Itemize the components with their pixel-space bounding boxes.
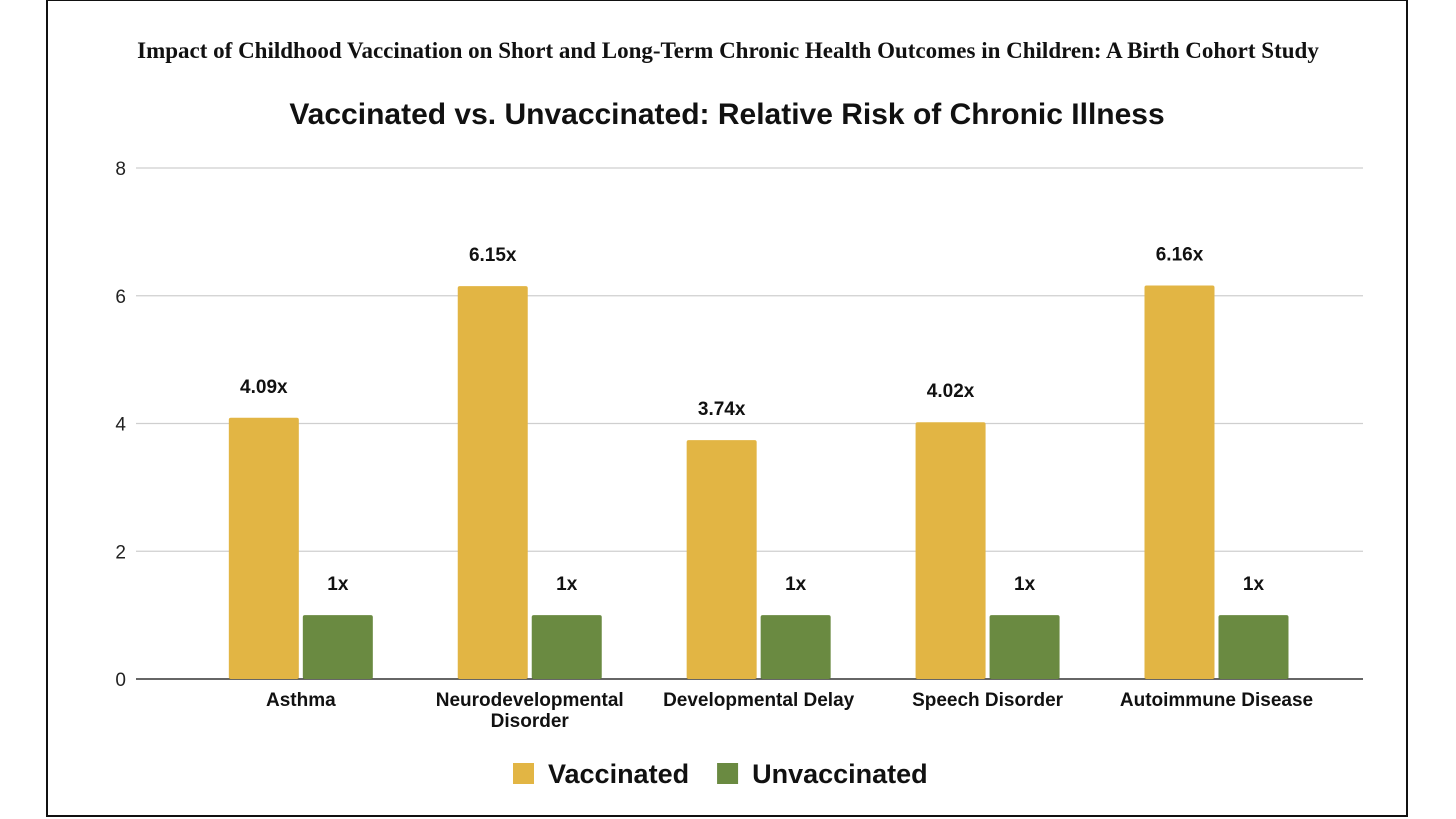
data-label: 1x bbox=[327, 574, 349, 595]
x-tick-label: Autoimmune Disease bbox=[1120, 690, 1313, 711]
data-label: 1x bbox=[785, 574, 807, 595]
bar-vaccinated bbox=[686, 440, 757, 679]
bar-vaccinated bbox=[1144, 285, 1215, 679]
bar-vaccinated bbox=[457, 286, 528, 679]
data-label: 6.15x bbox=[469, 245, 517, 266]
y-axis: 0 2 4 6 8 bbox=[115, 159, 126, 691]
y-tick-label: 4 bbox=[115, 415, 126, 436]
x-tick-label: Neurodevelopmental bbox=[436, 690, 624, 711]
bars bbox=[228, 285, 1289, 679]
data-label: 1x bbox=[1243, 574, 1265, 595]
data-label: 4.09x bbox=[240, 377, 288, 398]
legend-label-unvaccinated: Unvaccinated bbox=[752, 759, 928, 789]
y-tick-label: 2 bbox=[115, 542, 126, 563]
legend-swatch-unvaccinated bbox=[717, 763, 739, 784]
bar-unvaccinated bbox=[531, 615, 602, 679]
bar-unvaccinated bbox=[1218, 615, 1289, 679]
y-tick-label: 0 bbox=[115, 670, 126, 691]
data-label: 1x bbox=[556, 574, 578, 595]
data-labels: 4.09x 1x 6.15x 1x 3.74x 1x 4.02x 1x 6.16x 1x bbox=[240, 245, 1264, 596]
x-tick-label: Disorder bbox=[491, 711, 570, 732]
x-tick-label: Asthma bbox=[266, 690, 336, 711]
bar-unvaccinated bbox=[302, 615, 373, 679]
y-tick-label: 6 bbox=[115, 287, 126, 308]
bar-vaccinated bbox=[228, 417, 299, 679]
bar-unvaccinated bbox=[760, 615, 831, 679]
chart-title: Vaccinated vs. Unvaccinated: Relative Ri… bbox=[289, 98, 1164, 131]
y-tick-label: 8 bbox=[115, 159, 126, 180]
x-tick-label: Developmental Delay bbox=[663, 690, 855, 711]
x-tick-label: Speech Disorder bbox=[912, 690, 1064, 711]
page-title: Impact of Childhood Vaccination on Short… bbox=[137, 38, 1319, 63]
data-label: 3.74x bbox=[698, 399, 746, 420]
data-label: 4.02x bbox=[927, 381, 975, 402]
bar-vaccinated bbox=[915, 422, 986, 679]
legend-label-vaccinated: Vaccinated bbox=[548, 759, 689, 789]
legend: Vaccinated Unvaccinated bbox=[513, 759, 928, 789]
legend-swatch-vaccinated bbox=[513, 763, 534, 784]
data-label: 1x bbox=[1014, 574, 1036, 595]
data-label: 6.16x bbox=[1156, 245, 1204, 266]
bar-unvaccinated bbox=[989, 615, 1060, 679]
